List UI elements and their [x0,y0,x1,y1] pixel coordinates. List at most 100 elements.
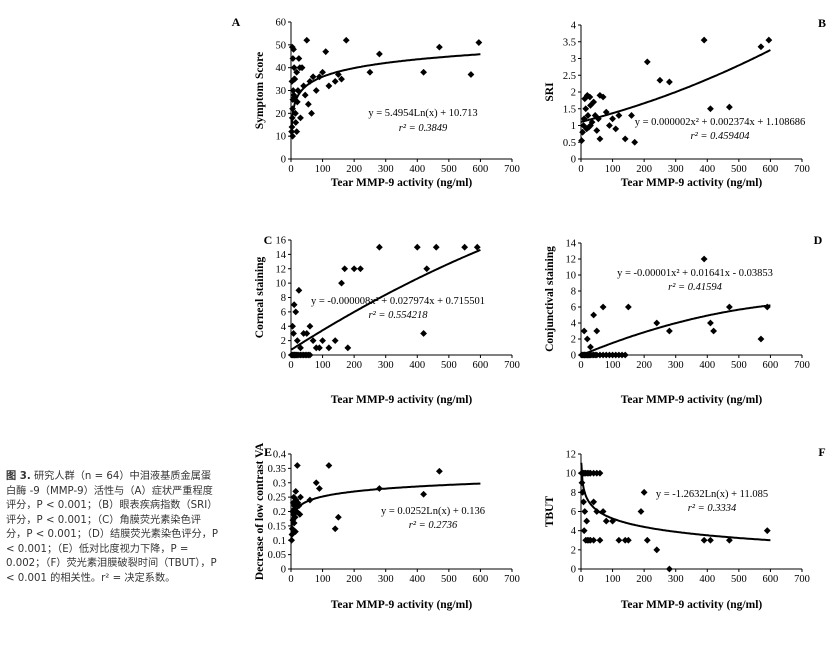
x-axis-label: Tear MMP-9 activity (ng/ml) [621,394,763,406]
data-point [293,462,301,469]
data-point [357,265,364,273]
data-point [621,351,629,359]
x-tick-label: 0 [288,574,293,585]
x-tick-label: 0 [288,360,293,371]
data-point [583,125,591,133]
y-tick-label: 0.35 [268,464,286,475]
figure-caption: 图 3. 研究人群（n = 64）中泪液基质金属蛋白酶 -9（MMP-9）活性与… [6,470,220,586]
y-tick-label: 0 [281,565,286,576]
data-point [590,311,598,319]
data-point [297,344,304,352]
data-point [293,337,301,345]
data-point [306,351,314,359]
x-tick-label: 0 [578,574,583,585]
x-tick-label: 500 [731,360,747,371]
data-point [309,73,317,81]
data-point [331,337,339,345]
trend-line [580,462,771,542]
x-tick-label: 600 [473,574,489,585]
y-tick-label: 4 [571,526,577,537]
data-point [306,322,314,330]
x-tick-label: 500 [731,574,747,585]
data-point [290,493,298,501]
data-point [596,536,604,544]
x-tick-label: 100 [605,574,621,585]
data-point [590,498,598,506]
x-axis-label: Tear MMP-9 activity (ng/ml) [331,177,473,189]
data-point [316,73,323,81]
data-point [295,55,303,62]
chart-E: 0 0.05 0.1 0.15 0.2 0.25 0.3 0.35 0.4 0 100 200 300 4… [254,442,520,611]
y-tick-label: 0 [281,351,286,362]
y-tick-label: 20 [276,109,287,120]
data-point [435,467,443,475]
data-point [596,135,604,143]
data-point [296,510,304,518]
data-point [640,488,648,496]
data-point [615,112,623,119]
trendline-equation: y = -0.000008x² + 0.027974x + 0.715501 [311,296,485,307]
data-point [666,565,673,573]
data-point [700,36,708,44]
data-point [303,36,311,44]
y-axis-label: Decrease of low contrast VA [254,442,266,580]
data-point [341,265,349,273]
y-tick-label: 2.5 [563,71,576,82]
data-point [293,98,301,106]
data-point [582,105,590,113]
x-tick-label: 300 [668,164,684,175]
data-point [319,68,326,76]
chart-B: 0 0.5 1 1.5 2 2.5 3 3.5 4 0 100 200 300 400 500 600 700 T… [544,16,826,189]
trend-line [581,49,771,123]
x-axis-label: Tear MMP-9 activity (ng/ml) [621,177,763,189]
y-tick-label: 4 [281,322,287,333]
data-point [376,50,383,58]
data-point [325,344,333,352]
y-tick-label: 2 [571,88,576,99]
x-tick-label: 700 [504,164,520,175]
y-tick-label: 50 [276,40,287,51]
data-point [700,536,708,544]
data-point [331,525,339,533]
y-tick-label: 3.5 [563,37,576,48]
trendline-equation: y = 5.4954Ln(x) + 10.713 [368,108,477,119]
y-axis-label: SRI [544,82,556,102]
x-tick-label: 300 [668,360,684,371]
r-squared-label: r² = 0.2736 [409,520,458,531]
data-point [312,87,320,94]
panel-letter: E [264,445,272,459]
data-point [725,103,733,111]
data-point [316,485,323,492]
data-point [420,68,427,76]
data-point [757,335,765,343]
trend-line [290,248,481,351]
data-point [292,528,299,536]
trend-line [290,482,481,531]
x-tick-label: 400 [409,164,425,175]
data-point [653,319,661,327]
data-point [707,319,714,327]
data-point [461,243,469,251]
data-point [292,109,299,117]
y-tick-label: 14 [276,250,287,261]
data-point [473,243,481,251]
y-tick-label: 12 [566,450,577,461]
y-tick-label: 2 [571,335,576,346]
data-point [587,343,594,351]
data-point [624,536,632,544]
y-tick-label: 40 [276,63,287,74]
data-point [297,114,304,122]
data-point [583,91,591,99]
data-point [344,344,352,352]
data-point [763,303,771,311]
trendline-equation: y = -1.2632Ln(x) + 11.085 [656,489,768,500]
data-point [765,36,773,44]
x-tick-label: 200 [346,164,362,175]
y-tick-label: 6 [571,507,576,518]
y-tick-label: 8 [571,287,576,298]
panel-letter: F [818,445,825,459]
data-point [467,71,475,78]
trendline-equation: y = 0.0252Ln(x) + 0.136 [381,506,485,517]
x-tick-label: 200 [636,574,652,585]
x-tick-label: 0 [288,164,293,175]
